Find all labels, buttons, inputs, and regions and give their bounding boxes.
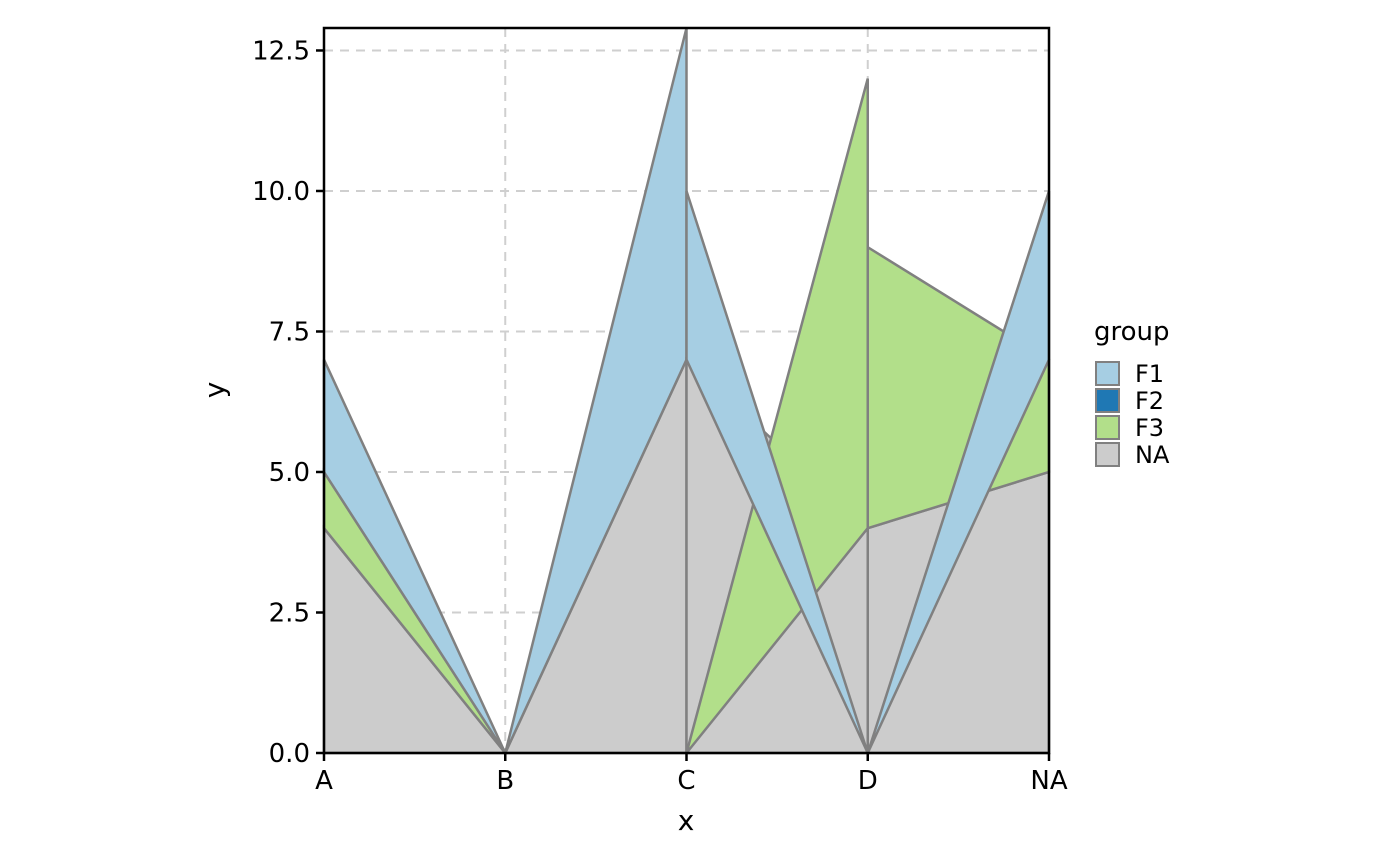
y-tick-label: 0.0 [269,739,310,769]
x-axis: A B C D NA [315,753,1068,796]
area-f1-segment [685,190,869,754]
y-tick-label: 7.5 [269,317,310,347]
x-tick-label: A [315,766,333,796]
y-tick-label: 10.0 [252,177,310,207]
legend-label-f1: F1 [1135,360,1164,388]
legend-key-f1 [1095,361,1120,386]
x-axis-title: x [678,804,695,837]
legend-key-na [1095,442,1120,467]
y-tick-label: 5.0 [269,458,310,488]
y-tick-label: 12.5 [252,36,310,66]
area-polygons [322,27,1051,755]
legend-label-f2: F2 [1135,387,1164,415]
x-tick-label: B [496,766,514,796]
y-tick-label: 2.5 [269,598,310,628]
y-axis: 0.0 2.5 5.0 7.5 10.0 12.5 [252,36,324,769]
legend-key-f2 [1095,388,1120,413]
x-tick-label: C [677,766,695,796]
legend-label-f3: F3 [1135,414,1164,442]
legend-title: group [1094,317,1170,347]
y-axis-title: y [198,382,231,399]
x-tick-label: D [858,766,878,796]
legend-label-na: NA [1135,441,1170,469]
legend-key-f3 [1095,415,1120,440]
x-tick-label: NA [1030,766,1067,796]
